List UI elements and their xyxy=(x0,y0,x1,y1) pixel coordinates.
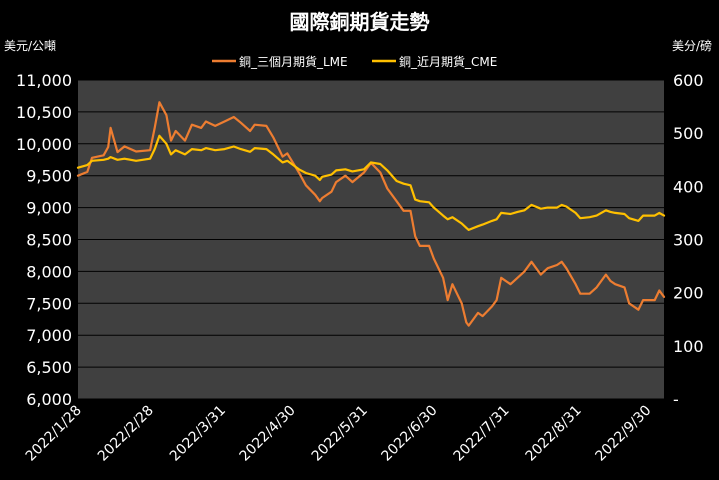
legend: 銅_三個月期貨_LME 銅_近月期貨_CME xyxy=(212,54,497,69)
left-tick-label: 11,000 xyxy=(16,71,72,90)
series-line-cme xyxy=(76,134,666,231)
right-tick-label: 500 xyxy=(673,124,704,143)
left-tick-label: 8,000 xyxy=(26,262,72,281)
left-axis-ticks: 6,000 6,500 7,000 7,500 8,000 8,500 9,000 9,500… xyxy=(16,71,72,409)
left-tick-label: 10,500 xyxy=(16,103,72,122)
right-tick-label: 200 xyxy=(673,284,704,303)
chart-title: 國際銅期貨走勢 xyxy=(290,10,430,34)
right-axis-unit: 美分/磅 xyxy=(672,38,712,53)
legend-label-cme: 銅_近月期貨_CME xyxy=(399,54,497,69)
left-tick-label: 7,000 xyxy=(26,326,72,345)
left-tick-label: 6,000 xyxy=(26,390,72,409)
left-axis-unit: 美元/公噸 xyxy=(4,39,56,53)
right-tick-label: - xyxy=(673,390,679,409)
series-layer xyxy=(76,101,666,327)
right-axis-ticks: - 100 200 300 400 500 600 xyxy=(673,71,704,409)
left-tick-label: 6,500 xyxy=(26,358,72,377)
left-tick-label: 7,500 xyxy=(26,294,72,313)
left-tick-label: 8,500 xyxy=(26,231,72,250)
right-tick-label: 400 xyxy=(673,177,704,196)
series-line-lme xyxy=(76,101,666,327)
left-tick-label: 9,500 xyxy=(26,167,72,186)
left-tick-label: 10,000 xyxy=(16,135,72,154)
right-tick-label: 300 xyxy=(673,231,704,250)
legend-label-lme: 銅_三個月期貨_LME xyxy=(239,54,348,69)
right-tick-label: 600 xyxy=(673,71,704,90)
left-tick-label: 9,000 xyxy=(26,199,72,218)
right-tick-label: 100 xyxy=(673,337,704,356)
